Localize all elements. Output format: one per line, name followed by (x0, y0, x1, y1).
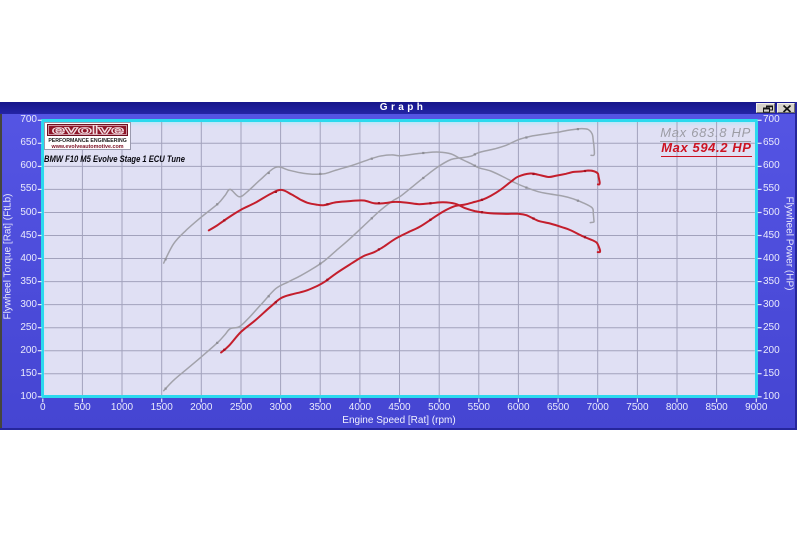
svg-text:evolve: evolve (52, 125, 124, 136)
